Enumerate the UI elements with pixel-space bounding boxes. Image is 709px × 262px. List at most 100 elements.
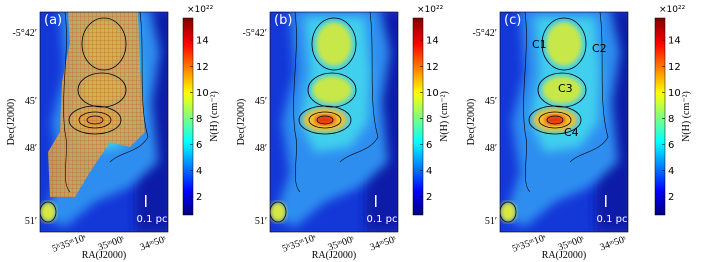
y-tick-label: 45′ [255,96,267,107]
mask-grid [48,12,145,197]
colorbar-tick-label: 8 [196,114,202,125]
map-frame [499,11,629,233]
annotation: C2 [592,42,607,55]
x-axis-label: RA(J2000) [312,250,356,261]
y-tick-label: 45′ [485,96,497,107]
colorbar-tick-label: 4 [668,166,674,177]
colorbar-tick-label: 10 [196,88,209,99]
y-tick-label: 45′ [25,96,37,107]
contour [307,72,357,108]
colorbar-tick-label: 2 [196,192,202,203]
colorbar-tick-label: 6 [668,140,674,151]
contour [78,111,112,129]
map-frame [39,11,169,233]
y-tick-label: -5°42′ [242,28,267,39]
colorbar-tick-label: 8 [668,114,674,125]
panel: 0.1 pc (c) C1 C2 C3 C4 -5°42′ 45′ 48′ 51′ Dec(J200… [466,5,692,261]
y-axis-label: Dec(J2000) [6,99,17,146]
annotation: C3 [558,82,573,95]
panel: 0.1 pc(a)-5°42′45′48′51′Dec(J2000)5ʰ35ᵐ1… [6,5,220,261]
x-tick-label: 34ᵐ50ˢ [139,234,168,254]
colorbar-exponent: ×10²² [659,5,686,15]
y-axis-label: Dec(J2000) [236,99,247,146]
clump [312,76,352,104]
colorbar-tick-label: 4 [196,166,202,177]
map: 0.1 pc (a) [40,12,168,232]
contour [546,115,564,125]
panel-label: (b) [274,13,292,28]
y-tick-label: -5°42′ [12,28,37,39]
y-axis-label: Dec(J2000) [466,99,477,146]
contour [86,115,104,125]
colorbar-tick-label: 14 [426,36,439,47]
y-tick-label: 51′ [255,216,267,227]
contour [316,115,334,125]
map-frame [269,11,399,233]
annotation: C1 [532,38,547,51]
scalebar [375,195,377,207]
colorbar-label: N(H) (cm⁻²) [681,91,692,142]
x-axis-label: RA(J2000) [82,250,126,261]
colorbar-tick-label: 10 [668,88,681,99]
contour [537,72,587,108]
contour [63,12,149,193]
clump [40,202,56,222]
colorbar-exponent: ×10²² [417,5,444,15]
contour [528,105,582,135]
contour [68,105,122,135]
colorbar-exponent: ×10²² [187,5,214,15]
contour [270,201,287,223]
colorbar-tick-label: 12 [196,62,209,73]
panel-label: (a) [44,13,62,28]
colorbar-tick-label: 14 [196,36,209,47]
colorbar-tick-label: 8 [426,114,432,125]
clump [546,22,582,66]
x-tick-label: 34ᵐ50ˢ [599,234,628,254]
y-tick-label: 48′ [485,143,497,154]
scalebar [145,195,147,207]
colorbar-label: N(H) (cm⁻²) [209,91,220,142]
scalebar [605,195,607,207]
clump [542,76,582,104]
y-tick-label: -5°42′ [472,28,497,39]
contour [298,105,352,135]
colorbar-tick-label: 6 [426,140,432,151]
scalebar-label: 0.1 pc [367,214,398,225]
annotation: C4 [564,126,579,139]
map: 0.1 pc (c) C1 C2 C3 C4 [500,12,628,232]
y-tick-label: 51′ [485,216,497,227]
colorbar [182,17,194,216]
contour [523,12,609,193]
clump [270,202,286,222]
clump [316,22,352,66]
x-tick-label: 34ᵐ50ˢ [369,234,398,254]
clump [500,202,516,222]
panel: 0.1 pc(b)-5°42′45′48′51′Dec(J2000)5ʰ35ᵐ1… [236,5,450,261]
colorbar [412,17,424,216]
contour [308,111,342,129]
contour [541,17,587,71]
contour [40,201,57,223]
contour [538,111,572,129]
y-tick-label: 51′ [25,216,37,227]
contour [293,12,379,193]
core [315,115,335,125]
contour [77,72,127,108]
contour [81,17,127,71]
colorbar-tick-label: 4 [426,166,432,177]
colorbar [654,17,666,216]
core [545,115,565,125]
colorbar-tick-label: 12 [668,62,681,73]
colorbar-label: N(H) (cm⁻²) [439,91,450,142]
colorbar-tick-label: 12 [426,62,439,73]
colorbar-tick-label: 14 [668,36,681,47]
x-axis-label: RA(J2000) [542,250,586,261]
colorbar-tick-label: 10 [426,88,439,99]
colorbar-tick-label: 2 [426,192,432,203]
y-tick-label: 48′ [25,143,37,154]
map: 0.1 pc (b) [270,12,398,232]
scalebar-label: 0.1 pc [137,214,168,225]
colorbar-tick-label: 2 [668,192,674,203]
scalebar-label: 0.1 pc [597,214,628,225]
